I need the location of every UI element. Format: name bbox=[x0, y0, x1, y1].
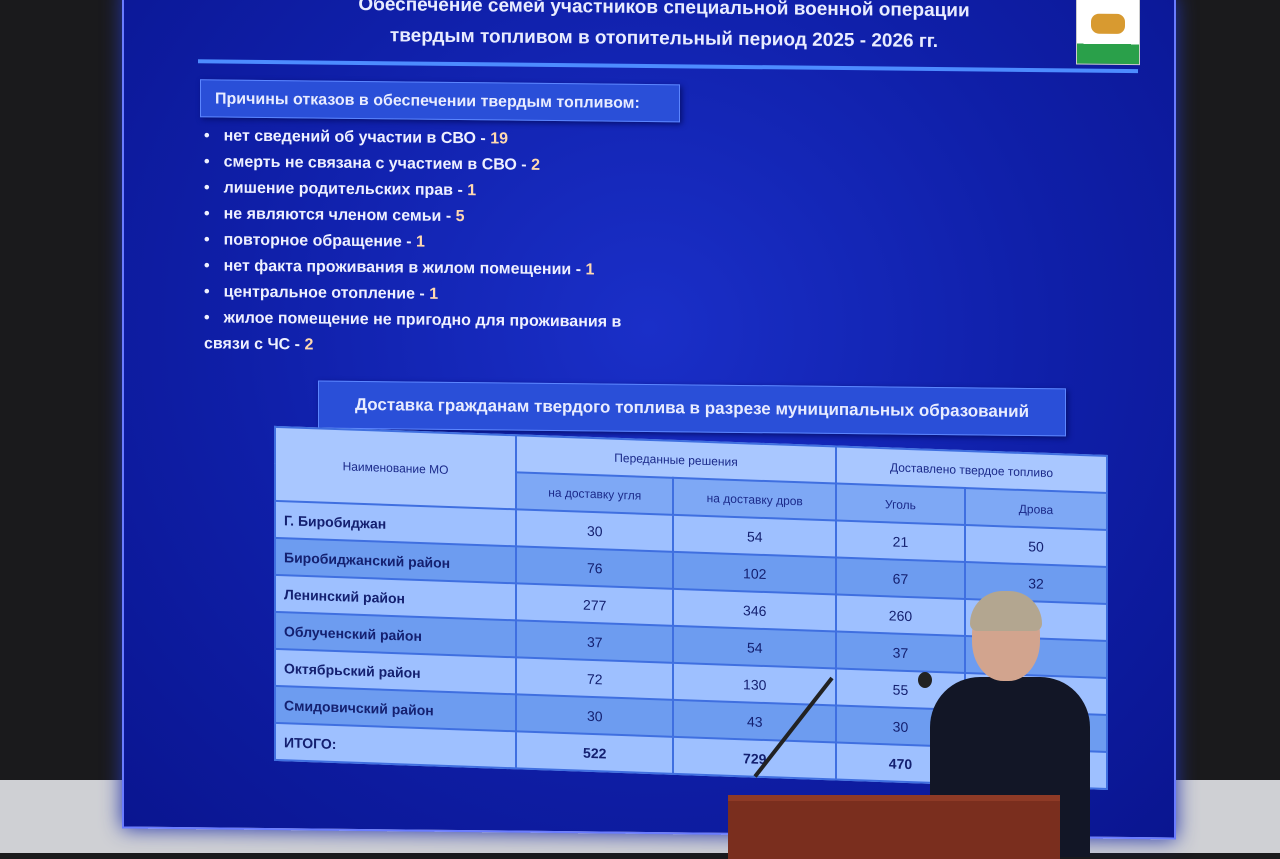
value-cell: 67 bbox=[835, 557, 965, 600]
header-wood: Дрова bbox=[964, 488, 1107, 530]
reasons-list: нет сведений об участии в СВО - 19 смерт… bbox=[204, 123, 644, 362]
podium bbox=[728, 795, 1060, 859]
title-divider bbox=[198, 59, 1138, 74]
speaker-hair bbox=[970, 591, 1042, 631]
value-cell: 346 bbox=[673, 588, 836, 632]
microphone-icon bbox=[918, 672, 932, 688]
header-coal: Уголь bbox=[835, 483, 965, 526]
value-cell: 50 bbox=[964, 525, 1107, 567]
reason-item: жилое помещение не пригодно для проживан… bbox=[204, 305, 644, 362]
value-cell: 76 bbox=[516, 546, 674, 589]
slide-title: Обеспечение семей участников специальной… bbox=[294, 0, 1034, 58]
value-cell: 54 bbox=[673, 625, 836, 669]
header-name: Наименование МО bbox=[275, 426, 516, 510]
header-coal-decision: на доставку угля bbox=[516, 472, 674, 515]
row-name-cell: ИТОГО: bbox=[275, 722, 516, 769]
value-cell: 21 bbox=[835, 520, 965, 563]
value-cell: 72 bbox=[516, 657, 674, 700]
value-cell: 30 bbox=[516, 509, 674, 552]
header-wood-decision: на доставку дров bbox=[673, 477, 836, 521]
value-cell: 102 bbox=[673, 551, 836, 595]
delivery-heading: Доставка гражданам твердого топлива в ра… bbox=[318, 380, 1066, 437]
value-cell: 54 bbox=[673, 514, 836, 558]
reasons-heading: Причины отказов в обеспечении твердым то… bbox=[200, 79, 680, 123]
value-cell: 30 bbox=[516, 694, 674, 737]
coat-of-arms-emblem bbox=[1076, 0, 1140, 66]
value-cell: 522 bbox=[516, 731, 674, 774]
title-line-2: твердым топливом в отопительный период 2… bbox=[389, 25, 939, 53]
value-cell: 37 bbox=[516, 620, 674, 663]
value-cell: 277 bbox=[516, 583, 674, 626]
